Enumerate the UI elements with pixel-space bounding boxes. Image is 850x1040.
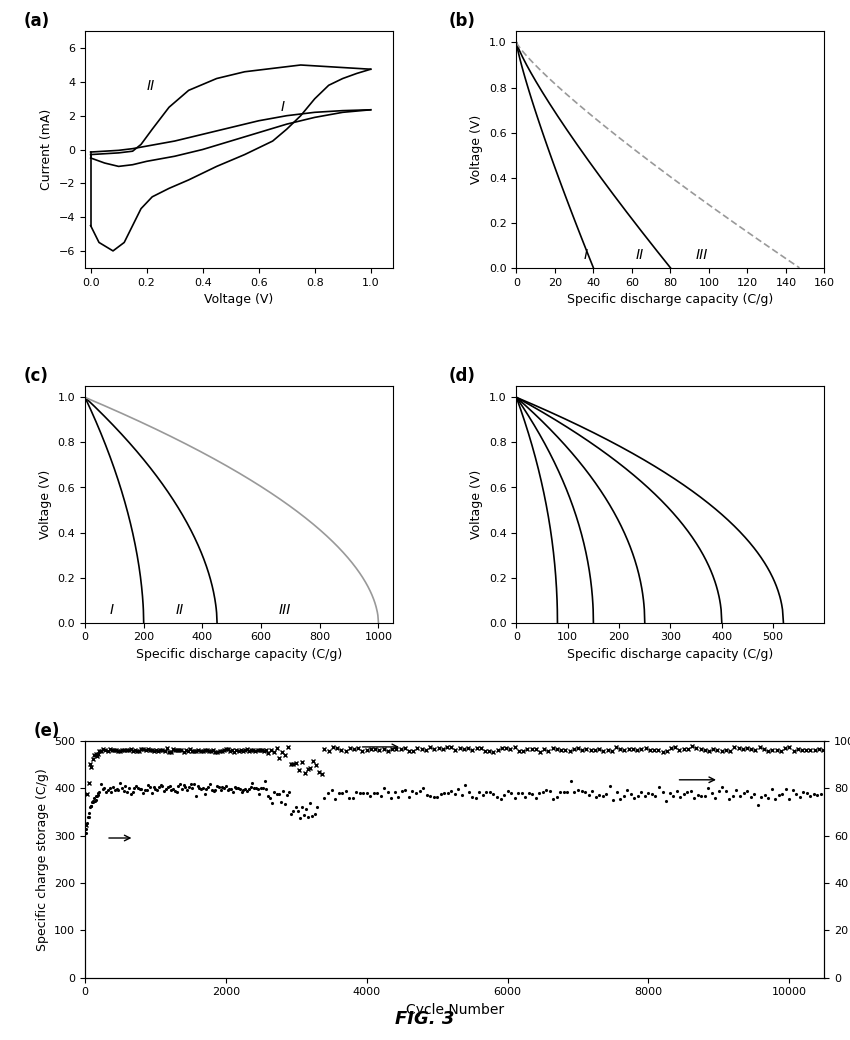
Text: III: III <box>695 248 708 262</box>
Y-axis label: Voltage (V): Voltage (V) <box>470 114 484 184</box>
Text: I: I <box>584 248 588 262</box>
Text: (c): (c) <box>23 367 48 386</box>
X-axis label: Specific discharge capacity (C/g): Specific discharge capacity (C/g) <box>567 293 774 306</box>
Y-axis label: Current (mA): Current (mA) <box>40 109 54 190</box>
Y-axis label: Specific charge storage (C/g): Specific charge storage (C/g) <box>36 768 48 951</box>
Text: I: I <box>281 100 286 113</box>
Text: III: III <box>279 603 291 617</box>
X-axis label: Cycle Number: Cycle Number <box>405 1003 504 1017</box>
Text: (d): (d) <box>449 367 475 386</box>
X-axis label: Voltage (V): Voltage (V) <box>205 293 274 306</box>
Text: II: II <box>146 79 155 94</box>
Text: FIG. 3: FIG. 3 <box>395 1011 455 1029</box>
X-axis label: Specific discharge capacity (C/g): Specific discharge capacity (C/g) <box>567 648 774 661</box>
Text: (a): (a) <box>23 12 49 30</box>
X-axis label: Specific discharge capacity (C/g): Specific discharge capacity (C/g) <box>136 648 343 661</box>
Y-axis label: Voltage (V): Voltage (V) <box>39 470 52 539</box>
Text: II: II <box>176 603 184 617</box>
Y-axis label: Voltage (V): Voltage (V) <box>470 470 484 539</box>
Text: I: I <box>110 603 114 617</box>
Text: II: II <box>636 248 644 262</box>
Text: (b): (b) <box>449 12 475 30</box>
Text: (e): (e) <box>33 722 60 740</box>
